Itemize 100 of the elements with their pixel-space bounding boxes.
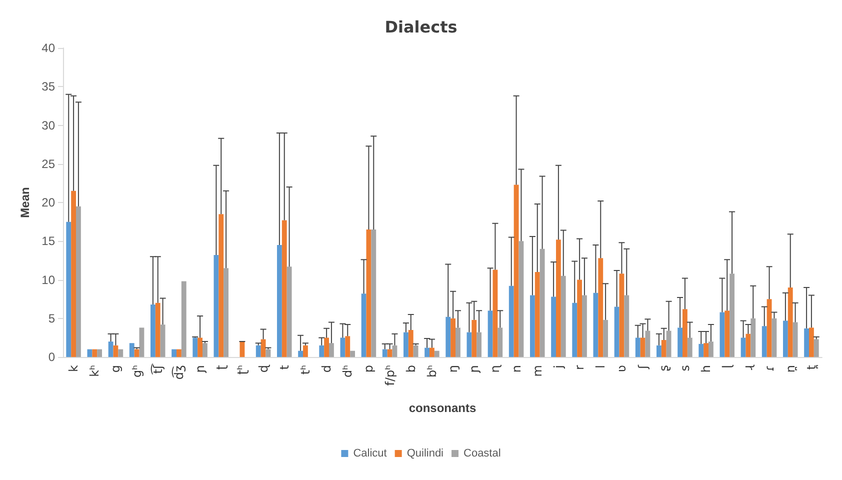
x-tick-label: t̪ xyxy=(804,364,818,370)
bar xyxy=(534,272,540,357)
x-tick-label: l xyxy=(594,365,608,368)
bar xyxy=(276,244,282,357)
bar xyxy=(678,328,682,357)
x-tick-label: ɲ xyxy=(193,365,208,374)
x-tick-label: dʰ xyxy=(340,364,355,378)
bar xyxy=(746,334,751,357)
bar xyxy=(329,343,334,357)
bar xyxy=(340,338,346,357)
bar xyxy=(387,349,392,357)
bar xyxy=(782,320,788,357)
y-tick-label: 40 xyxy=(42,41,56,55)
bar xyxy=(172,349,176,357)
bar xyxy=(424,348,430,357)
bar xyxy=(472,320,477,357)
x-tick-label: n xyxy=(509,365,524,373)
x-tick-label: ɖ xyxy=(256,364,270,373)
bar xyxy=(113,345,118,357)
bar xyxy=(814,339,819,357)
bar xyxy=(382,349,388,357)
chart-title: Dialects xyxy=(384,18,458,36)
bar xyxy=(92,349,98,357)
y-axis-title: Mean xyxy=(18,187,32,218)
bar xyxy=(640,338,646,357)
bar xyxy=(766,299,772,357)
bar xyxy=(572,302,578,357)
bar xyxy=(66,222,72,357)
bar xyxy=(160,324,166,357)
bar xyxy=(303,345,308,357)
bar xyxy=(762,326,767,357)
bar xyxy=(366,230,372,357)
y-tick-label: 20 xyxy=(42,196,56,210)
bar xyxy=(71,190,76,357)
bar xyxy=(403,332,408,357)
bar xyxy=(661,340,666,357)
bar xyxy=(560,276,566,357)
bar xyxy=(286,266,292,357)
bar xyxy=(282,220,287,357)
bar xyxy=(224,268,229,357)
bar xyxy=(456,328,460,357)
bar xyxy=(198,338,202,357)
bar xyxy=(730,274,735,357)
x-tick-label: j xyxy=(551,365,566,370)
bar xyxy=(540,248,545,357)
bar xyxy=(498,328,503,357)
x-tick-label: f/pʰ xyxy=(382,364,397,386)
bar xyxy=(413,345,418,357)
bar xyxy=(603,320,608,357)
x-tick-label: ʈ xyxy=(214,364,228,370)
bar xyxy=(708,342,714,357)
x-tick-label: n̪ xyxy=(783,365,798,373)
x-tick-label: ɲ xyxy=(467,365,482,374)
x-tick-label: h xyxy=(699,365,714,373)
bar xyxy=(139,328,144,357)
bar xyxy=(740,338,746,357)
bar xyxy=(687,338,692,357)
bar xyxy=(450,318,456,357)
bar xyxy=(508,286,514,357)
bar xyxy=(645,330,650,357)
bar xyxy=(792,322,798,357)
bar xyxy=(361,294,366,357)
bar xyxy=(593,292,598,357)
x-tick-label: p xyxy=(362,365,376,373)
bar xyxy=(155,302,160,357)
bar xyxy=(772,318,777,357)
legend-label: Calicut xyxy=(353,448,387,460)
bar xyxy=(108,342,114,357)
bar xyxy=(492,270,498,357)
bar xyxy=(430,348,434,357)
bar xyxy=(150,304,156,357)
legend-label: Coastal xyxy=(464,448,501,460)
bar xyxy=(582,295,587,357)
x-tick-label: ʈʰ xyxy=(235,364,250,375)
x-tick-label: ʂ xyxy=(656,365,671,372)
x-tick-label: d͡ʒ xyxy=(170,364,186,380)
x-axis-title: consonants xyxy=(408,401,476,415)
bar xyxy=(260,339,266,357)
x-tick-label: ʋ xyxy=(614,365,629,372)
bar xyxy=(614,306,620,357)
bar xyxy=(181,281,186,357)
bar xyxy=(476,332,482,357)
bar xyxy=(434,350,440,357)
bar xyxy=(750,318,756,357)
y-tick-label: 10 xyxy=(42,272,56,287)
bar xyxy=(804,328,809,357)
bar xyxy=(619,274,624,357)
bar xyxy=(551,296,556,357)
bar xyxy=(129,343,134,357)
y-tick-label: 25 xyxy=(42,156,56,171)
bar xyxy=(698,344,704,357)
bar xyxy=(624,295,630,357)
bar xyxy=(97,349,102,357)
bar xyxy=(514,184,519,357)
bar xyxy=(371,230,376,357)
legend-label: Quilindi xyxy=(406,448,444,460)
bar xyxy=(446,316,451,357)
bar xyxy=(598,258,604,357)
bar xyxy=(87,349,92,357)
bar xyxy=(788,287,793,357)
